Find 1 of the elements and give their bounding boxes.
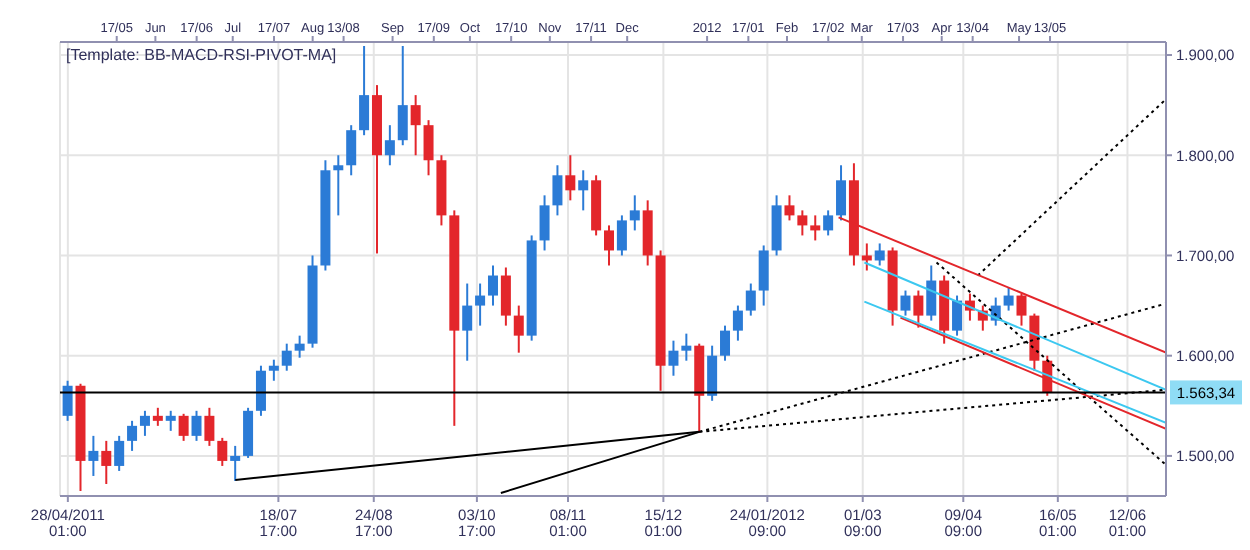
annotation: [Template: BB-MACD-RSI-PIVOT-MA]: [66, 46, 337, 64]
